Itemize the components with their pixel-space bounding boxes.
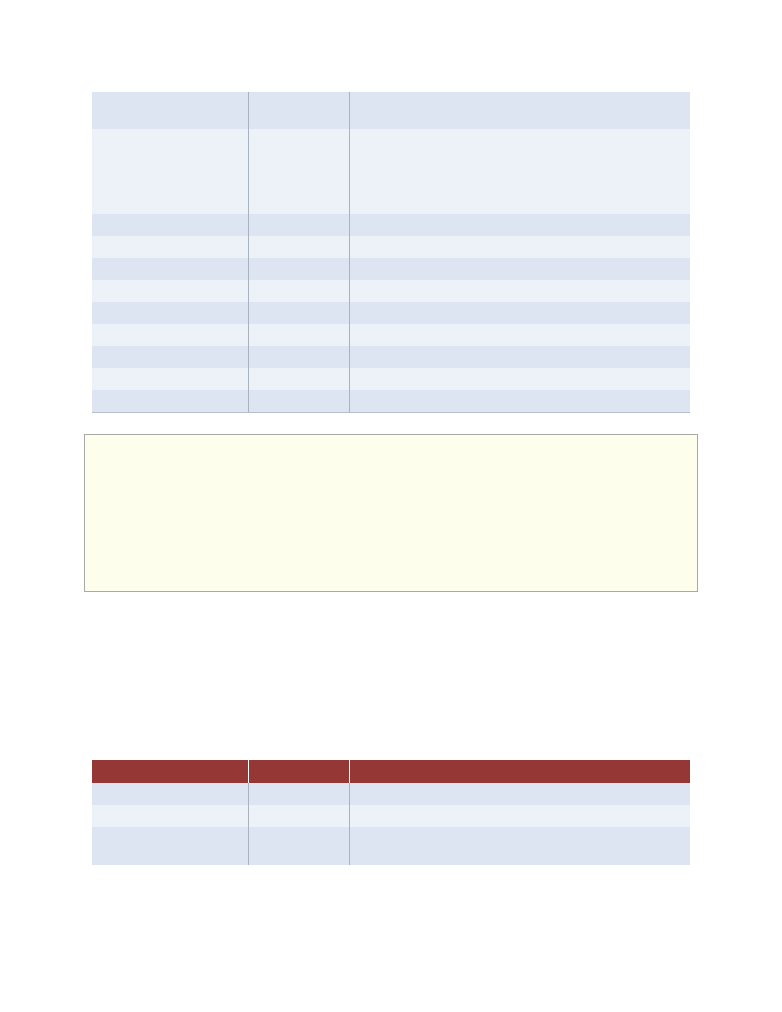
bottom-table xyxy=(92,760,690,865)
column-divider xyxy=(349,760,350,783)
table-cell xyxy=(92,346,248,368)
table-cell xyxy=(92,236,248,258)
table-row xyxy=(92,805,690,827)
column-divider xyxy=(248,346,249,368)
column-divider xyxy=(349,783,350,805)
table-cell xyxy=(249,236,349,258)
table-row xyxy=(92,236,690,258)
table-cell xyxy=(92,324,248,346)
table-bottom-rule xyxy=(92,412,690,413)
column-header xyxy=(92,760,248,783)
table-row xyxy=(92,346,690,368)
column-divider xyxy=(349,92,350,129)
top-table xyxy=(92,92,690,413)
table-cell xyxy=(92,805,248,827)
column-divider xyxy=(248,760,249,783)
table-cell xyxy=(350,302,690,324)
table-cell xyxy=(92,258,248,280)
table-cell xyxy=(350,324,690,346)
table-cell xyxy=(350,280,690,302)
column-header xyxy=(350,760,690,783)
column-divider xyxy=(349,368,350,390)
table-row xyxy=(92,92,690,129)
column-divider xyxy=(349,214,350,236)
table-cell xyxy=(350,368,690,390)
table-cell xyxy=(92,280,248,302)
column-divider xyxy=(349,302,350,324)
table-row xyxy=(92,827,690,865)
table-cell xyxy=(350,805,690,827)
table-cell xyxy=(249,258,349,280)
column-divider xyxy=(248,302,249,324)
table-cell xyxy=(249,827,349,865)
table-cell xyxy=(249,346,349,368)
table-cell xyxy=(249,805,349,827)
table-row xyxy=(92,280,690,302)
column-divider xyxy=(349,324,350,346)
table-cell xyxy=(249,783,349,805)
column-header xyxy=(249,760,349,783)
table-cell xyxy=(249,368,349,390)
column-divider xyxy=(349,280,350,302)
table-row xyxy=(92,783,690,805)
column-divider xyxy=(349,129,350,214)
column-divider xyxy=(349,258,350,280)
table-cell xyxy=(92,827,248,865)
column-divider xyxy=(248,129,249,214)
table-row xyxy=(92,302,690,324)
table-cell xyxy=(92,92,248,129)
column-divider xyxy=(248,805,249,827)
note-box xyxy=(84,434,698,592)
table-cell xyxy=(350,346,690,368)
table-cell xyxy=(350,390,690,412)
column-divider xyxy=(248,214,249,236)
table-cell xyxy=(249,302,349,324)
column-divider xyxy=(349,827,350,865)
table-cell xyxy=(249,390,349,412)
table-cell xyxy=(92,302,248,324)
table-cell xyxy=(249,92,349,129)
column-divider xyxy=(248,324,249,346)
column-divider xyxy=(349,346,350,368)
table-header-row xyxy=(92,760,690,783)
column-divider xyxy=(248,390,249,412)
table-cell xyxy=(92,214,248,236)
column-divider xyxy=(349,236,350,258)
column-divider xyxy=(248,280,249,302)
column-divider xyxy=(248,783,249,805)
table-row xyxy=(92,324,690,346)
table-cell xyxy=(350,236,690,258)
column-divider xyxy=(248,827,249,865)
column-divider xyxy=(349,390,350,412)
table-cell xyxy=(92,783,248,805)
table-row xyxy=(92,258,690,280)
table-row xyxy=(92,129,690,214)
table-cell xyxy=(350,783,690,805)
column-divider xyxy=(248,92,249,129)
table-cell xyxy=(92,390,248,412)
table-cell xyxy=(92,368,248,390)
table-cell xyxy=(249,214,349,236)
table-cell xyxy=(350,827,690,865)
column-divider xyxy=(248,258,249,280)
table-row xyxy=(92,390,690,412)
table-row xyxy=(92,368,690,390)
table-cell xyxy=(92,129,248,214)
column-divider xyxy=(349,805,350,827)
table-cell xyxy=(350,258,690,280)
column-divider xyxy=(248,368,249,390)
table-cell xyxy=(249,324,349,346)
table-cell xyxy=(350,129,690,214)
table-cell xyxy=(249,280,349,302)
column-divider xyxy=(248,236,249,258)
table-row xyxy=(92,214,690,236)
table-cell xyxy=(249,129,349,214)
table-cell xyxy=(350,214,690,236)
table-cell xyxy=(350,92,690,129)
